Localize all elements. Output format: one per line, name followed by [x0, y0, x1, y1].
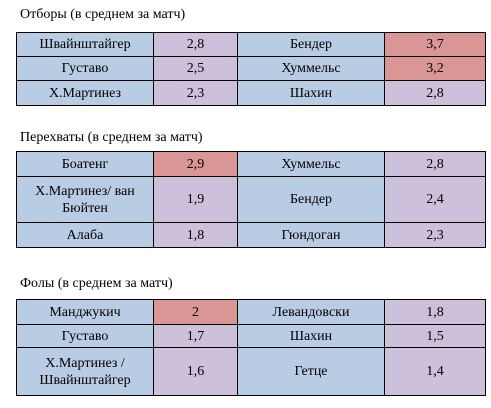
stat-value-highlighted: 3,2 [384, 56, 486, 81]
stat-value: 1,8 [384, 299, 486, 325]
player-name: Бендер [237, 32, 385, 57]
stat-value: 1,4 [384, 347, 486, 396]
player-name: Х.Мартинез/ ван Бюйтен [16, 176, 154, 223]
table-row: Швайнштайгер 2,8 Бендер 3,7 [16, 32, 486, 57]
stat-value: 2,4 [384, 176, 486, 223]
player-name: Густаво [16, 324, 154, 348]
stat-value: 2,8 [384, 80, 486, 106]
section-title-fouls: Фолы (в среднем за матч) [20, 276, 173, 291]
table-row: Боатенг 2,9 Хуммельс 2,8 [16, 151, 486, 177]
player-name: Хуммельс [237, 56, 385, 81]
player-name: Шахин [237, 80, 385, 106]
stat-value: 1,6 [153, 347, 238, 396]
interceptions-table: Боатенг 2,9 Хуммельс 2,8 Х.Мартинез/ ван… [16, 151, 486, 248]
table-row: Алаба 1,8 Гюндоган 2,3 [16, 222, 486, 248]
player-name: Х.Мартинез / Швайнштайгер [16, 347, 154, 396]
section-title-interceptions: Перехваты (в среднем за матч) [20, 130, 203, 145]
player-name: Швайнштайгер [16, 32, 154, 57]
stat-value: 1,9 [153, 176, 238, 223]
table-row: Густаво 2,5 Хуммельс 3,2 [16, 56, 486, 81]
section-title-tackles: Отборы (в среднем за матч) [20, 7, 186, 22]
stat-value-highlighted: 3,7 [384, 32, 486, 57]
player-name: Гюндоган [237, 222, 385, 248]
player-name: Густаво [16, 56, 154, 81]
stat-value: 1,5 [384, 324, 486, 348]
player-name: Левандовски [237, 299, 385, 325]
player-name: Х.Мартинез [16, 80, 154, 106]
table-row: Х.Мартинез / Швайнштайгер 1,6 Гетце 1,4 [16, 347, 486, 396]
stat-value: 2,8 [384, 151, 486, 177]
tackles-table: Швайнштайгер 2,8 Бендер 3,7 Густаво 2,5 … [16, 32, 486, 106]
stat-value: 2,3 [153, 80, 238, 106]
fouls-table: Манджукич 2 Левандовски 1,8 Густаво 1,7 … [16, 299, 486, 396]
table-row: Манджукич 2 Левандовски 1,8 [16, 299, 486, 325]
player-name: Манджукич [16, 299, 154, 325]
stat-value: 1,7 [153, 324, 238, 348]
table-row: Х.Мартинез/ ван Бюйтен 1,9 Бендер 2,4 [16, 176, 486, 223]
stat-value: 2,8 [153, 32, 238, 57]
stat-value: 1,8 [153, 222, 238, 248]
stat-value: 2,5 [153, 56, 238, 81]
player-name: Боатенг [16, 151, 154, 177]
stat-value: 2,3 [384, 222, 486, 248]
player-name: Алаба [16, 222, 154, 248]
player-name: Гетце [237, 347, 385, 396]
player-name: Хуммельс [237, 151, 385, 177]
player-name: Шахин [237, 324, 385, 348]
stat-value-highlighted: 2 [153, 299, 238, 325]
player-name: Бендер [237, 176, 385, 223]
stat-value-highlighted: 2,9 [153, 151, 238, 177]
table-row: Густаво 1,7 Шахин 1,5 [16, 324, 486, 348]
table-row: Х.Мартинез 2,3 Шахин 2,8 [16, 80, 486, 106]
